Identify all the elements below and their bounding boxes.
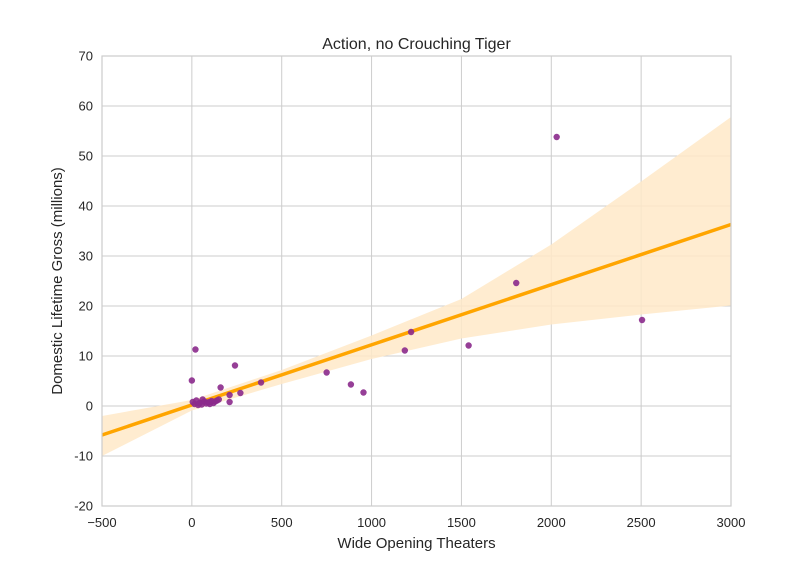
- chart-title: Action, no Crouching Tiger: [322, 36, 511, 53]
- confidence-band-layer: [102, 117, 731, 456]
- plot-border: [101, 55, 732, 507]
- scatter-point: [226, 398, 233, 406]
- scatter-point: [323, 369, 330, 376]
- scatter-point: [553, 133, 560, 141]
- y-tick-label: 60: [79, 99, 93, 114]
- x-axis-label: Wide Opening Theaters: [337, 535, 495, 552]
- y-tick-label: 0: [86, 399, 93, 414]
- y-tick-label: -10: [74, 449, 93, 464]
- scatter-point: [401, 347, 409, 354]
- x-tick-label: 1000: [357, 515, 386, 530]
- x-tick-label: 500: [271, 515, 293, 530]
- scatter-point: [638, 316, 646, 324]
- x-tick-labels: −500 0 500 1000 1500 2000 2500 3000: [87, 515, 745, 530]
- axes-frame: [101, 55, 732, 507]
- scatter-point: [215, 396, 223, 403]
- y-tick-label: 70: [79, 49, 93, 64]
- x-tick-label: 2000: [537, 515, 566, 530]
- x-tick-label: −500: [87, 515, 116, 530]
- scatter-point: [513, 279, 520, 287]
- scatter-point: [257, 379, 265, 386]
- scatter-point: [407, 328, 415, 336]
- x-tick-label: 0: [188, 515, 195, 530]
- scatter-point: [237, 389, 244, 397]
- scatter-point: [465, 342, 472, 349]
- y-tick-label: 20: [79, 299, 93, 314]
- scatter-point: [195, 400, 203, 407]
- scatter-point: [217, 384, 224, 391]
- y-tick-label: 40: [79, 199, 93, 214]
- x-tick-label: 2500: [627, 515, 656, 530]
- y-tick-label: 10: [79, 349, 93, 364]
- y-tick-label: 30: [79, 249, 93, 264]
- data-points: [188, 133, 646, 409]
- y-axis-label: Domestic Lifetime Gross (millions): [49, 167, 66, 395]
- scatter-point: [188, 377, 196, 384]
- y-tick-label: 50: [79, 149, 93, 164]
- scatter-point: [226, 391, 233, 399]
- x-tick-label: 1500: [447, 515, 476, 530]
- scatter-point: [347, 381, 355, 388]
- scatter-point: [231, 362, 239, 369]
- y-tick-label: -20: [74, 499, 93, 514]
- scatter-point: [192, 346, 199, 353]
- scatter-point: [206, 398, 214, 406]
- confidence-band: [102, 117, 731, 456]
- x-tick-label: 3000: [717, 515, 746, 530]
- y-tick-labels: -20 -10 0 10 20 30 40 50 60 70: [74, 49, 93, 514]
- scatter-point: [360, 389, 367, 396]
